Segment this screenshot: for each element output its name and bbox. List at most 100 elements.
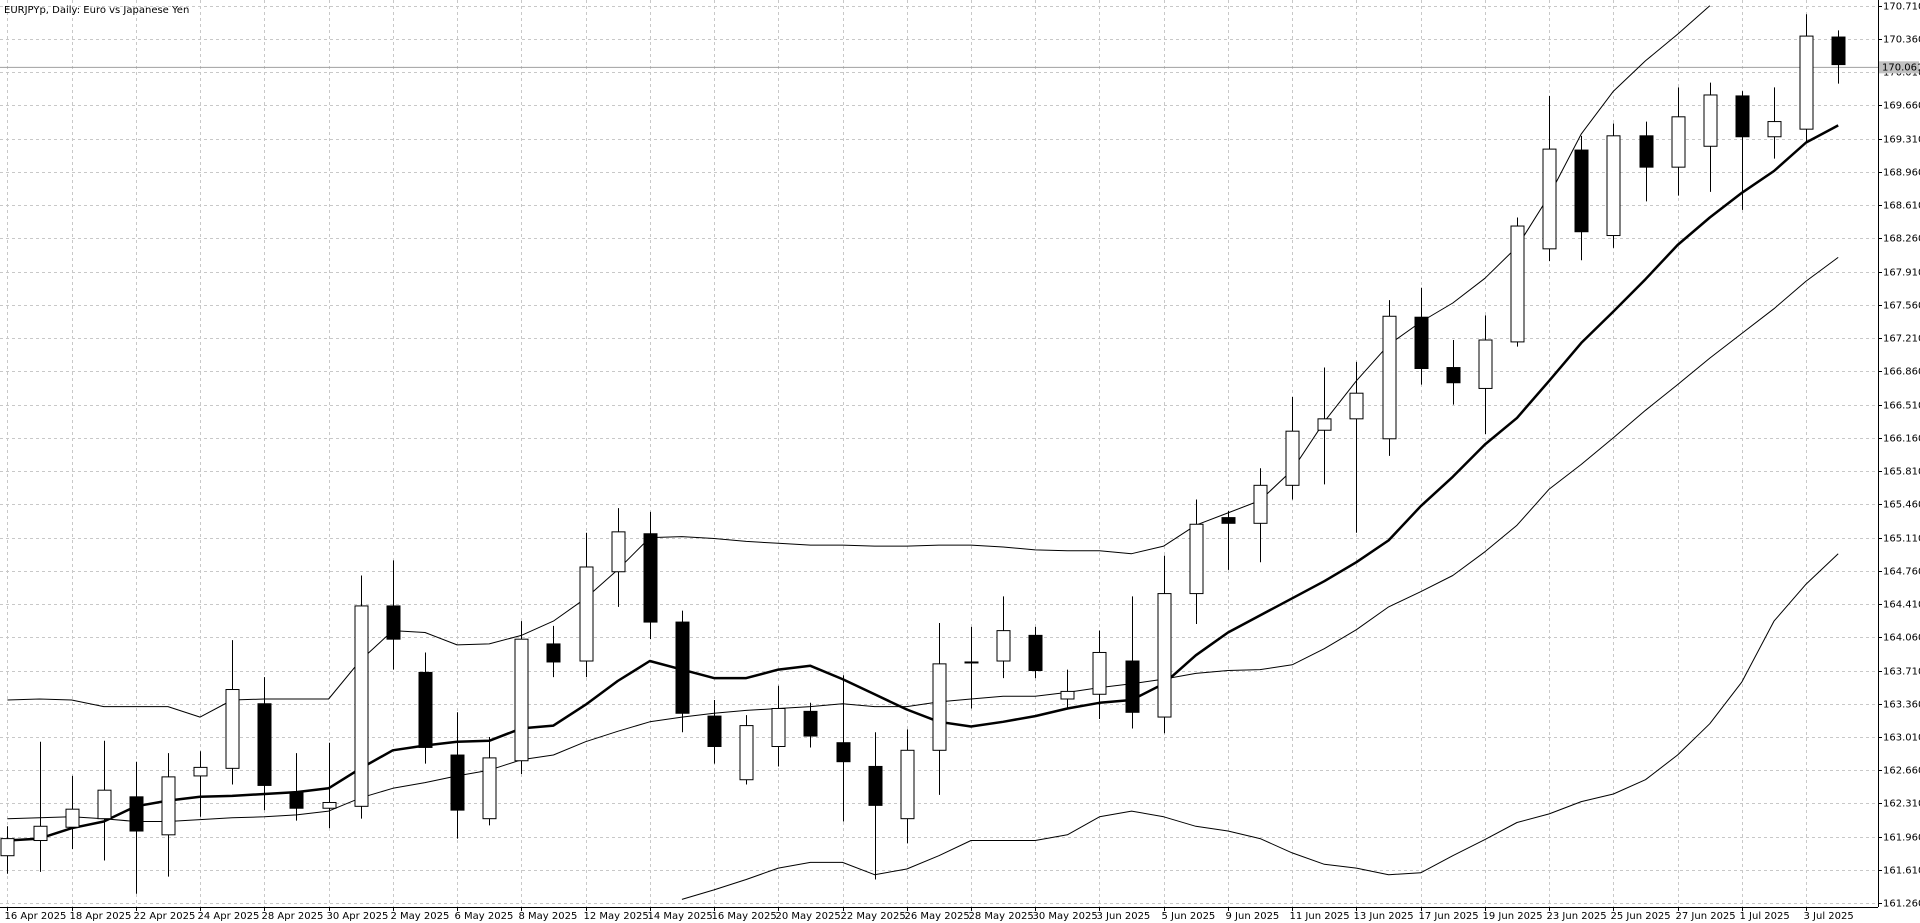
candle-body bbox=[514, 638, 529, 762]
candle-body bbox=[1317, 418, 1332, 431]
candle-body bbox=[1157, 593, 1172, 718]
candle-body bbox=[1092, 651, 1107, 695]
candle-body bbox=[1671, 116, 1686, 168]
x-tick-label: 26 May 2025 bbox=[905, 911, 970, 922]
candle-body bbox=[33, 825, 48, 842]
candle-body bbox=[996, 630, 1011, 662]
candle-body bbox=[739, 725, 754, 781]
x-tick-label: 14 May 2025 bbox=[648, 911, 713, 922]
candle-body bbox=[418, 671, 433, 748]
y-tick-label: 165.110 bbox=[1883, 534, 1920, 545]
candle-body bbox=[836, 742, 851, 763]
y-tick-label: 170.360 bbox=[1883, 35, 1920, 46]
candle-body bbox=[1703, 94, 1718, 147]
candle-body bbox=[1542, 148, 1557, 250]
y-tick-label: 164.410 bbox=[1883, 600, 1920, 611]
y-tick-label: 161.610 bbox=[1883, 866, 1920, 877]
candle-body bbox=[0, 838, 15, 857]
candle-body bbox=[1639, 135, 1654, 168]
candle-body bbox=[1767, 121, 1782, 138]
x-tick-label: 5 Jun 2025 bbox=[1162, 911, 1216, 922]
candle-body bbox=[1414, 316, 1429, 369]
x-tick-label: 25 Jun 2025 bbox=[1611, 911, 1671, 922]
x-tick-label: 18 Apr 2025 bbox=[70, 911, 132, 922]
x-tick-label: 27 Jun 2025 bbox=[1676, 911, 1736, 922]
candle-body bbox=[482, 757, 497, 820]
x-tick-label: 6 May 2025 bbox=[455, 911, 514, 922]
last-price-box bbox=[1879, 61, 1919, 74]
x-tick-label: 8 May 2025 bbox=[519, 911, 578, 922]
candle-body bbox=[932, 663, 947, 751]
candle-body bbox=[546, 643, 561, 663]
x-tick-label: 16 Apr 2025 bbox=[5, 911, 67, 922]
candle-body bbox=[193, 766, 208, 777]
x-tick-label: 2 May 2025 bbox=[391, 911, 450, 922]
candle-body bbox=[97, 789, 112, 820]
candle-body bbox=[964, 661, 979, 664]
candle-body bbox=[1189, 523, 1204, 595]
x-tick-label: 23 Jun 2025 bbox=[1547, 911, 1607, 922]
candle-body bbox=[1349, 392, 1364, 420]
y-tick-label: 169.310 bbox=[1883, 135, 1920, 146]
candle-body bbox=[868, 765, 883, 806]
y-tick-label: 167.560 bbox=[1883, 301, 1920, 312]
x-tick-label: 3 Jul 2025 bbox=[1804, 911, 1854, 922]
x-tick-label: 30 Apr 2025 bbox=[327, 911, 389, 922]
x-tick-label: 22 May 2025 bbox=[841, 911, 906, 922]
candle-body bbox=[1510, 225, 1525, 343]
candle-body bbox=[803, 710, 818, 737]
x-tick-label: 17 Jun 2025 bbox=[1419, 911, 1479, 922]
indicator-line bbox=[7, 124, 1839, 842]
y-tick-label: 167.210 bbox=[1883, 334, 1920, 345]
candle-body bbox=[289, 791, 304, 809]
x-tick-label: 13 Jun 2025 bbox=[1354, 911, 1414, 922]
candle-body bbox=[1382, 315, 1397, 440]
indicator-line bbox=[681, 553, 1839, 900]
candle-body bbox=[611, 531, 626, 573]
chart-title: EURJPYp, Daily: Euro vs Japanese Yen bbox=[4, 5, 189, 16]
indicator-line bbox=[7, 256, 1839, 822]
y-tick-label: 166.510 bbox=[1883, 401, 1920, 412]
candle-body bbox=[129, 796, 144, 832]
y-tick-label: 161.960 bbox=[1883, 833, 1920, 844]
x-tick-label: 1 Jul 2025 bbox=[1740, 911, 1790, 922]
candle-body bbox=[386, 605, 401, 640]
candle-body bbox=[1253, 484, 1268, 524]
y-tick-label: 164.060 bbox=[1883, 633, 1920, 644]
x-tick-label: 28 Apr 2025 bbox=[262, 911, 324, 922]
x-tick-label: 9 Jun 2025 bbox=[1226, 911, 1280, 922]
candle-body bbox=[1574, 149, 1589, 233]
y-tick-label: 163.360 bbox=[1883, 700, 1920, 711]
y-tick-label: 161.260 bbox=[1883, 899, 1920, 910]
axes: 161.260 161.610 161.960 162.310 162.660 163.0… bbox=[5, 2, 1920, 923]
candle-body bbox=[1285, 430, 1300, 486]
candle-body bbox=[450, 754, 465, 811]
candle-body bbox=[643, 533, 658, 623]
last-price-label: 170.061 bbox=[1882, 62, 1920, 73]
y-tick-label: 162.310 bbox=[1883, 799, 1920, 810]
y-tick-label: 162.660 bbox=[1883, 766, 1920, 777]
y-tick-label: 165.460 bbox=[1883, 500, 1920, 511]
candle-body bbox=[771, 708, 786, 747]
y-tick-label: 168.260 bbox=[1883, 234, 1920, 245]
candle-body bbox=[1446, 367, 1461, 384]
x-tick-label: 20 May 2025 bbox=[776, 911, 841, 922]
candle-body bbox=[579, 566, 594, 662]
x-tick-label: 22 Apr 2025 bbox=[134, 911, 196, 922]
x-tick-label: 24 Apr 2025 bbox=[198, 911, 260, 922]
x-tick-label: 3 Jun 2025 bbox=[1097, 911, 1151, 922]
candle-body bbox=[707, 715, 722, 747]
y-tick-label: 165.810 bbox=[1883, 467, 1920, 478]
candle-body bbox=[1028, 634, 1043, 672]
candle-body bbox=[900, 749, 915, 820]
candle-body bbox=[161, 776, 176, 836]
y-tick-label: 163.010 bbox=[1883, 733, 1920, 744]
y-tick-label: 164.760 bbox=[1883, 567, 1920, 578]
candle-body bbox=[65, 808, 80, 828]
candle-body bbox=[1606, 135, 1621, 237]
candle-body bbox=[675, 621, 690, 714]
candle-body bbox=[1125, 660, 1140, 713]
